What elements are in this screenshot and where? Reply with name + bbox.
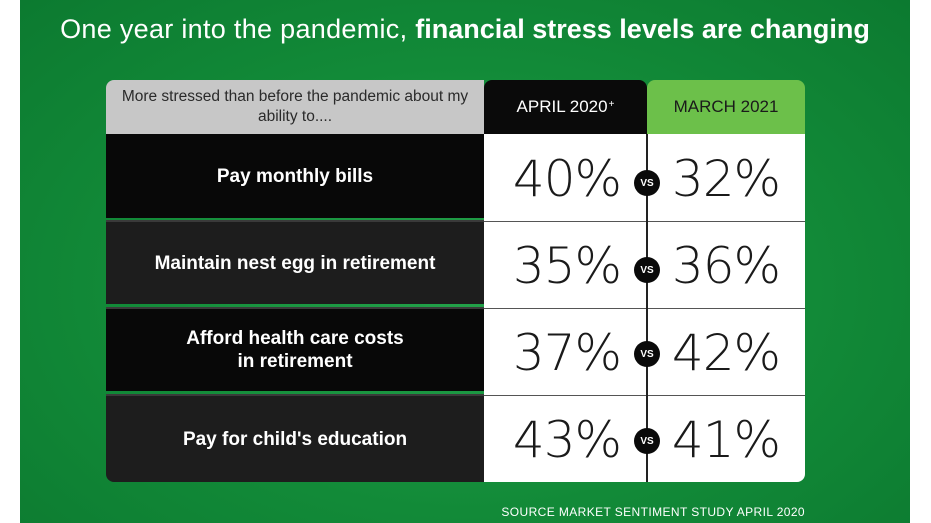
value-march-2021-health-care: 42%	[671, 324, 781, 382]
column-label-april-2020: APRIL 2020	[516, 97, 608, 116]
value-march-2021-nest-egg: 36%	[671, 237, 781, 295]
row-divider	[484, 395, 805, 396]
row-divider	[484, 221, 805, 222]
headline: One year into the pandemic, financial st…	[20, 14, 910, 45]
value-april-2020-health-care: 37%	[512, 324, 622, 382]
vs-badge: VS	[634, 428, 660, 454]
row-label-child-education: Pay for child's education	[106, 394, 484, 482]
value-april-2020-pay-monthly-bills: 40%	[512, 150, 622, 208]
column-marker-april-2020: +	[608, 98, 615, 110]
source-note: SOURCE MARKET SENTIMENT STUDY APRIL 2020	[501, 505, 805, 519]
headline-bold: financial stress levels are changing	[415, 14, 870, 44]
row-divider	[484, 308, 805, 309]
headline-light: One year into the pandemic,	[60, 14, 416, 44]
vs-badge: VS	[634, 341, 660, 367]
column-divider	[646, 134, 648, 482]
column-header-april-2020: APRIL 2020 +	[484, 80, 647, 134]
value-april-2020-child-education: 43%	[512, 411, 622, 469]
row-label-pay-monthly-bills: Pay monthly bills	[106, 134, 484, 218]
column-header-march-2021: MARCH 2021	[647, 80, 805, 134]
green-panel: One year into the pandemic, financial st…	[20, 0, 910, 523]
value-april-2020-nest-egg: 35%	[512, 237, 622, 295]
vs-badge: VS	[634, 257, 660, 283]
vs-badge: VS	[634, 170, 660, 196]
row-label-health-care-costs: Afford health care costs in retirement	[106, 307, 484, 391]
value-march-2021-pay-monthly-bills: 32%	[671, 150, 781, 208]
value-march-2021-child-education: 41%	[671, 411, 781, 469]
row-label-maintain-nest-egg: Maintain nest egg in retirement	[106, 220, 484, 304]
intro-header: More stressed than before the pandemic a…	[106, 80, 484, 134]
